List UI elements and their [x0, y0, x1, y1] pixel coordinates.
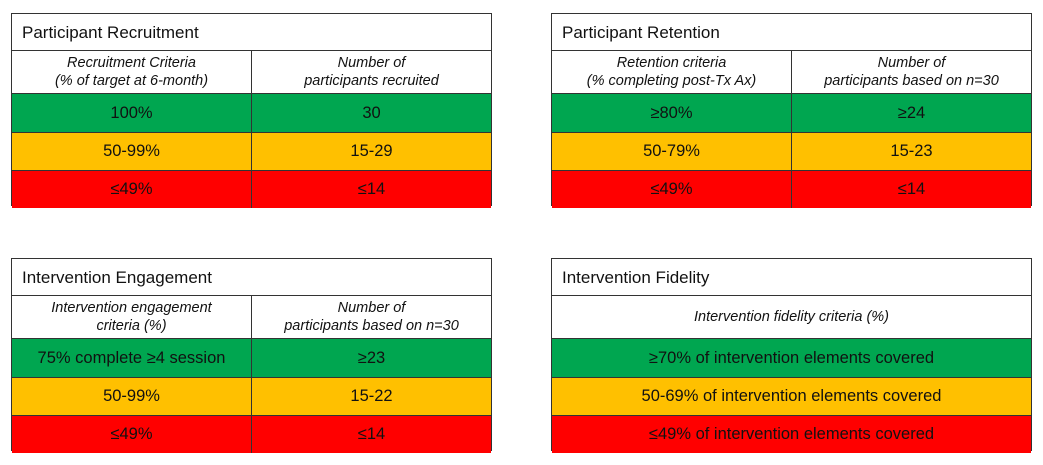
engagement-table: Intervention Engagement Intervention eng… — [11, 258, 492, 453]
table-row: 50-69% of intervention elements covered — [552, 377, 1031, 415]
table-row: 50-79% 15-23 — [552, 132, 1031, 170]
table-cell: 30 — [251, 94, 491, 132]
table-title: Participant Recruitment — [12, 14, 491, 51]
header-row: Recruitment Criteria (% of target at 6-m… — [12, 51, 491, 94]
table-row: 50-99% 15-22 — [12, 377, 491, 415]
table-cell: 15-22 — [251, 378, 491, 415]
table-cell: 50-99% — [103, 142, 160, 160]
table-cell: ≤49% of intervention elements covered — [648, 425, 935, 443]
header-cell: Number of participants recruited — [251, 51, 491, 93]
table-cell: ≥70% of intervention elements covered — [648, 348, 935, 367]
table-row: ≤49% ≤14 — [552, 170, 1031, 208]
header-cell: Number of participants based on n=30 — [251, 296, 491, 338]
table-cell: 100% — [110, 103, 153, 122]
header-row: Intervention fidelity criteria (%) — [552, 296, 1031, 339]
table-cell: ≥80% — [650, 103, 693, 122]
table-cell: ≤49% — [110, 180, 153, 198]
table-row: 75% complete ≥4 session ≥23 — [12, 339, 491, 377]
recruitment-table: Participant Recruitment Recruitment Crit… — [11, 13, 492, 208]
table-cell: ≤14 — [791, 171, 1031, 208]
table-row: 100% 30 — [12, 94, 491, 132]
table-cell: 15-23 — [791, 133, 1031, 170]
table-cell: ≤14 — [251, 171, 491, 208]
retention-table: Participant Retention Retention criteria… — [551, 13, 1032, 208]
table-cell: ≤49% — [650, 180, 693, 198]
header-cell: Intervention fidelity criteria (%) — [693, 309, 889, 325]
table-cell: ≤49% — [110, 425, 153, 443]
table-cell: ≤14 — [251, 416, 491, 453]
table-cell: 50-79% — [643, 142, 700, 160]
header-row: Retention criteria (% completing post-Tx… — [552, 51, 1031, 94]
table-row: ≤49% ≤14 — [12, 170, 491, 208]
table-cell: 75% complete ≥4 session — [37, 348, 226, 367]
table-cell: ≥24 — [791, 94, 1031, 132]
header-cell: Number of participants based on n=30 — [791, 51, 1031, 93]
table-cell: ≥23 — [251, 339, 491, 377]
header-row: Intervention engagement criteria (%) Num… — [12, 296, 491, 339]
header-cell: Recruitment Criteria (% of target at 6-m… — [54, 55, 209, 89]
header-cell: Retention criteria (% completing post-Tx… — [586, 55, 757, 89]
table-row: ≥70% of intervention elements covered — [552, 339, 1031, 377]
header-cell: Intervention engagement criteria (%) — [51, 300, 212, 334]
table-row: ≤49% of intervention elements covered — [552, 415, 1031, 453]
table-title: Intervention Fidelity — [552, 259, 1031, 296]
table-cell: 15-29 — [251, 133, 491, 170]
table-title: Participant Retention — [552, 14, 1031, 51]
table-cell: 50-69% of intervention elements covered — [641, 387, 942, 405]
table-cell: 50-99% — [103, 387, 160, 405]
table-title: Intervention Engagement — [12, 259, 491, 296]
fidelity-table: Intervention Fidelity Intervention fidel… — [551, 258, 1032, 453]
table-row: ≤49% ≤14 — [12, 415, 491, 453]
table-row: 50-99% 15-29 — [12, 132, 491, 170]
table-row: ≥80% ≥24 — [552, 94, 1031, 132]
